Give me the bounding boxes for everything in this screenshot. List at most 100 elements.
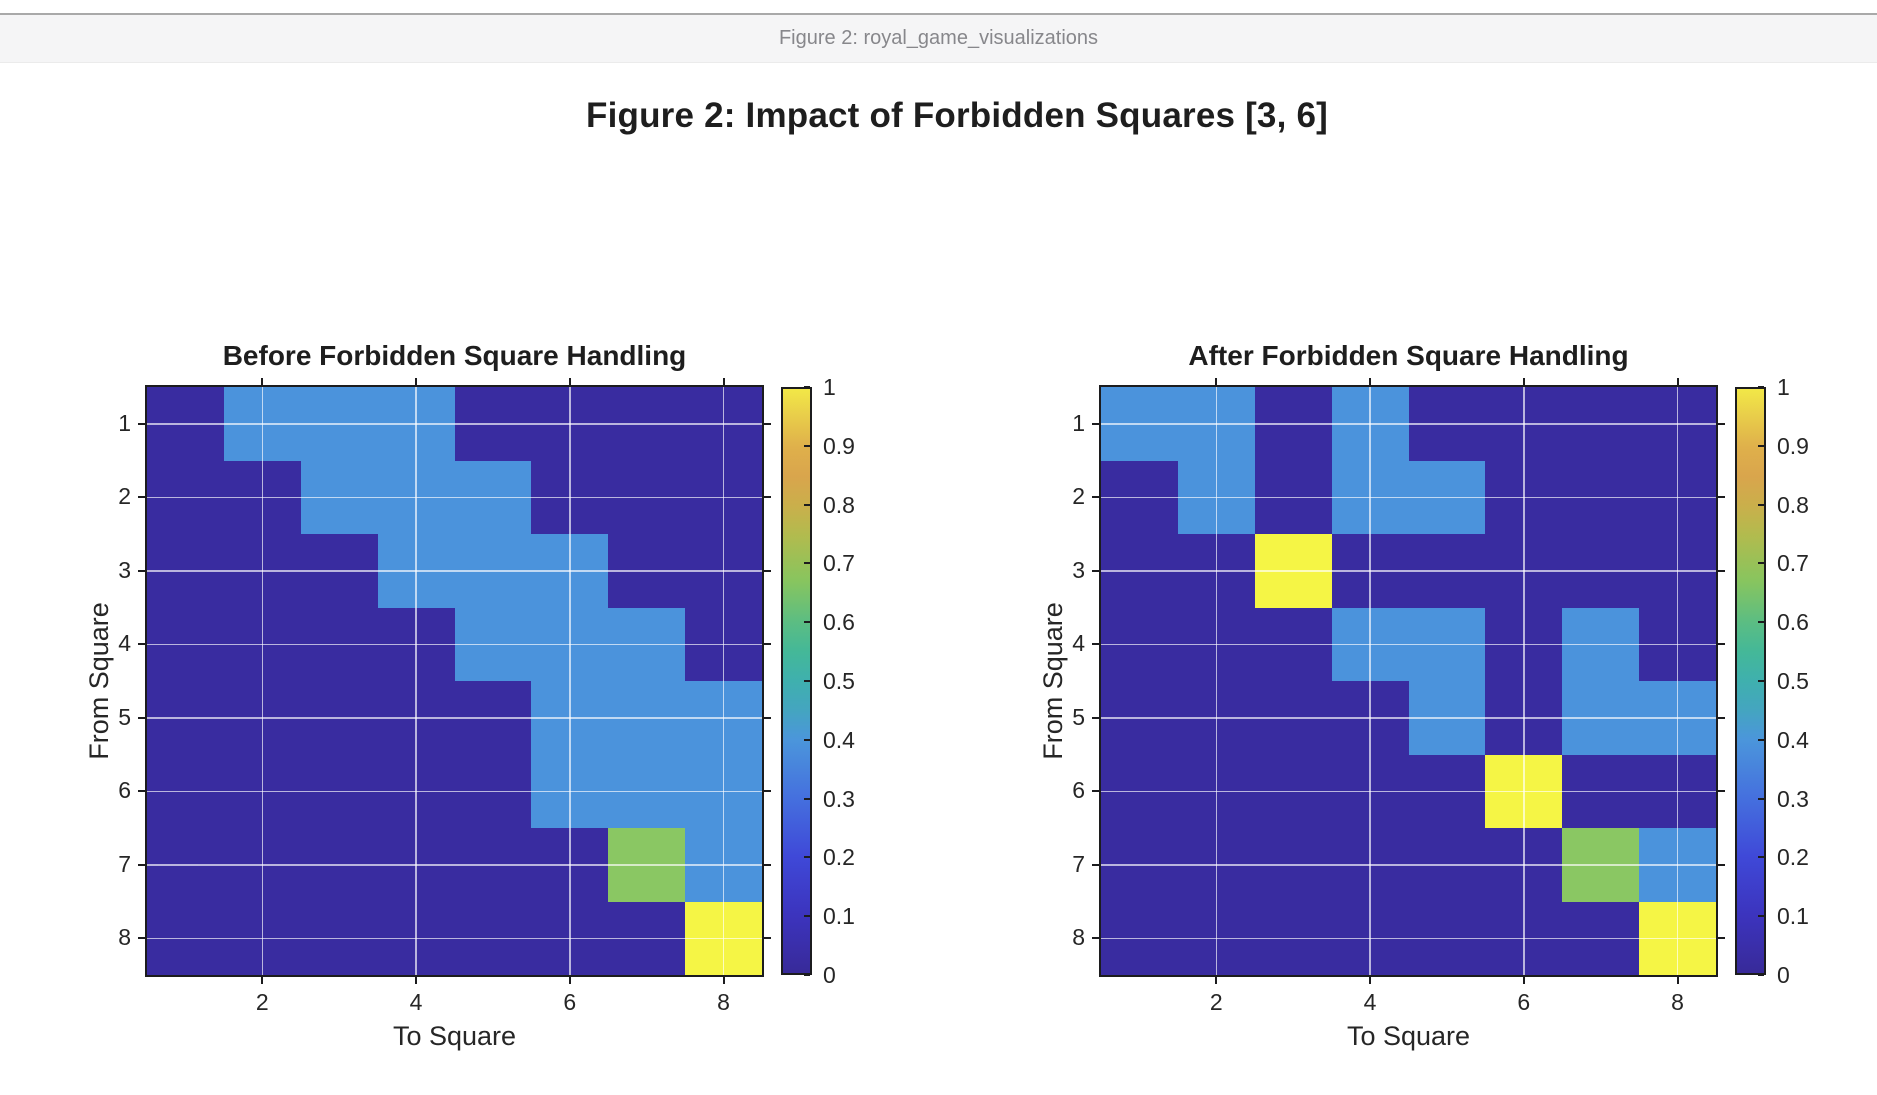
gridline-horizontal xyxy=(147,496,762,498)
colorbar-tick-label: 0.7 xyxy=(823,550,855,577)
window-titlebar[interactable]: Figure 2: royal_game_visualizations xyxy=(0,15,1877,63)
colorbar-tick-mark xyxy=(804,503,810,506)
colorbar-tick-label: 0.6 xyxy=(1777,609,1809,636)
gridline-horizontal xyxy=(1101,496,1716,498)
x-tick-mark xyxy=(261,378,264,385)
colorbar-tick-label: 0.4 xyxy=(823,726,855,753)
colorbar-tick-mark xyxy=(804,386,810,388)
colorbar-tick-label: 0.2 xyxy=(823,844,855,871)
y-tick-mark xyxy=(764,937,771,940)
y-tick-label: 3 xyxy=(1072,556,1085,583)
x-tick-label: 2 xyxy=(1209,989,1223,1015)
y-tick-label: 6 xyxy=(1072,777,1085,804)
y-tick-mark xyxy=(764,863,771,866)
y-tick-mark xyxy=(138,569,145,572)
colorbar-tick-mark xyxy=(1758,797,1764,800)
y-tick-mark xyxy=(1092,790,1099,793)
gridline-vertical xyxy=(1523,387,1525,975)
colorbar-tick-label: 0.3 xyxy=(823,785,855,812)
window-top-strip xyxy=(0,0,1877,13)
gridline-horizontal xyxy=(147,790,762,792)
y-tick-label: 1 xyxy=(118,409,131,436)
gridline-vertical xyxy=(722,387,725,975)
gridline-vertical xyxy=(569,387,571,975)
y-tick-mark xyxy=(764,496,771,499)
colorbar-tick-label: 1 xyxy=(1777,374,1790,400)
x-tick-mark xyxy=(722,378,725,385)
y-tick-mark xyxy=(1718,863,1725,866)
x-tick-mark xyxy=(261,977,264,984)
colorbar-tick-mark xyxy=(1758,915,1764,918)
gridline-horizontal xyxy=(1101,790,1716,792)
colorbar-tick-label: 0.9 xyxy=(823,432,855,459)
titlebar-top-border xyxy=(0,13,1877,15)
y-tick-mark xyxy=(1718,716,1725,719)
y-tick-mark xyxy=(1092,937,1099,940)
colorbar-before: 0 0.1 0.2 0.3 0.4 0.5 0.6 0.7 0.8 0.9 1 xyxy=(781,374,911,988)
gridline-vertical xyxy=(1369,387,1371,975)
x-tick-mark xyxy=(1676,977,1679,984)
y-tick-mark xyxy=(138,643,145,646)
y-tick-mark xyxy=(1718,496,1725,499)
gridline-horizontal xyxy=(147,643,762,645)
colorbar-tick-label: 0.5 xyxy=(1777,668,1809,694)
heatmap-axes xyxy=(138,378,771,984)
y-tick-mark xyxy=(138,716,145,719)
y-tick-mark xyxy=(1718,790,1725,793)
colorbar-tick-label: 0 xyxy=(1777,962,1790,988)
x-tick-label: 8 xyxy=(717,989,730,1015)
x-axis-label: To Square xyxy=(392,1021,517,1051)
y-tick-mark xyxy=(138,422,145,425)
gridline-horizontal xyxy=(147,864,762,866)
gridline-vertical xyxy=(415,387,417,975)
heatmap-axes xyxy=(1092,378,1725,984)
x-tick-mark xyxy=(415,977,418,984)
y-tick-label: 6 xyxy=(118,777,131,804)
colorbar-tick-mark xyxy=(804,680,810,682)
x-tick-mark xyxy=(1522,977,1525,984)
colorbar-tick-mark xyxy=(1758,738,1764,741)
colorbar-tick-mark xyxy=(1758,386,1764,388)
colorbar-tick-label: 0.8 xyxy=(1777,491,1809,518)
gridline-horizontal xyxy=(1101,864,1716,866)
y-tick-label: 5 xyxy=(1072,703,1085,730)
x-tick-mark xyxy=(1369,977,1372,984)
colorbar-tick-mark xyxy=(1758,856,1764,859)
y-tick-label: 8 xyxy=(1072,924,1085,951)
colorbar-tick-label: 0 xyxy=(823,962,836,988)
colorbar-tick-label: 0.3 xyxy=(1777,785,1809,812)
colorbar-tick-label: 0.1 xyxy=(1777,903,1809,930)
colorbar-tick-mark xyxy=(1758,503,1764,506)
colorbar-tick-label: 0.8 xyxy=(823,491,855,518)
colorbar-tick-label: 0.2 xyxy=(1777,844,1809,871)
y-tick-mark xyxy=(1718,569,1725,572)
y-tick-mark xyxy=(138,937,145,940)
gridline-horizontal xyxy=(1101,717,1716,719)
y-tick-mark xyxy=(764,422,771,425)
y-tick-mark xyxy=(1092,716,1099,719)
y-tick-mark xyxy=(1718,643,1725,646)
x-tick-label: 4 xyxy=(409,989,423,1015)
x-axis-label: To Square xyxy=(1346,1021,1471,1051)
y-tick-mark xyxy=(138,790,145,793)
gridline-vertical xyxy=(1676,387,1679,975)
colorbar-tick-label: 0.9 xyxy=(1777,432,1809,459)
plot-title-after: After Forbidden Square Handling xyxy=(1188,340,1629,371)
y-tick-mark xyxy=(1092,569,1099,572)
colorbar-tick-mark xyxy=(1758,562,1764,565)
colorbar-tick-mark xyxy=(1758,974,1764,976)
y-axis-label: From Square xyxy=(1037,602,1068,760)
gridline-horizontal xyxy=(147,937,762,939)
colorbar-tick-mark xyxy=(804,974,810,976)
colorbar-tick-mark xyxy=(804,915,810,918)
colorbar-tick-mark xyxy=(804,797,810,800)
x-tick-mark xyxy=(1215,977,1218,984)
colorbar-tick-label: 1 xyxy=(823,374,836,400)
y-tick-mark xyxy=(1718,937,1725,940)
gridline-horizontal xyxy=(147,570,762,572)
colorbar-tick-mark xyxy=(804,856,810,859)
heatmap-after: After Forbidden Square Handling From Squ… xyxy=(1038,340,1809,1051)
y-tick-mark xyxy=(1092,496,1099,499)
y-tick-label: 3 xyxy=(118,556,131,583)
x-tick-label: 6 xyxy=(1517,989,1531,1015)
